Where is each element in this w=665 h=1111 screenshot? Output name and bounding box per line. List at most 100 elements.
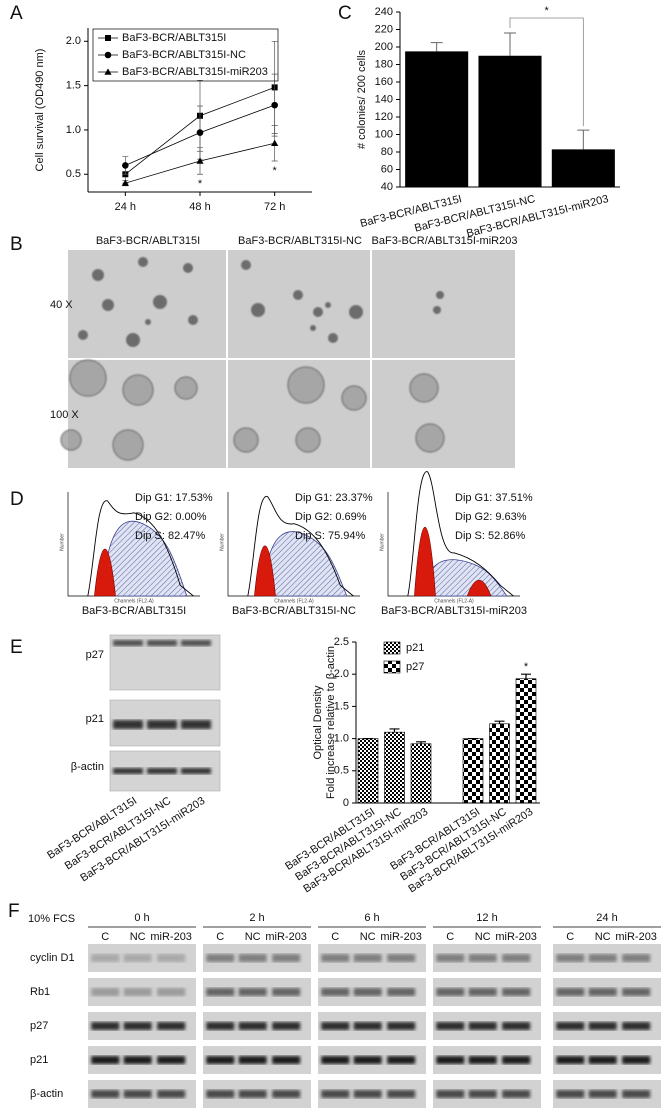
panel-label: B	[10, 234, 23, 255]
colony	[313, 307, 323, 317]
colony	[328, 333, 338, 343]
legend-marker	[104, 68, 112, 75]
significance-bracket	[509, 17, 584, 127]
column-label: BaF3-BCR/ABLT315I-NC	[238, 235, 362, 247]
error-bar	[416, 741, 426, 744]
blot-band	[157, 988, 186, 996]
colony	[287, 366, 325, 404]
panel-label: E	[10, 637, 23, 658]
blot-row-label: p21	[30, 1054, 48, 1066]
blot-band	[157, 1056, 186, 1064]
y-tick-label: 0.5	[334, 765, 349, 777]
blot-band	[272, 988, 301, 996]
bar	[462, 738, 484, 804]
blot-band	[556, 988, 585, 996]
blot-band	[123, 1056, 152, 1064]
blot-band	[387, 1090, 416, 1098]
blot-band	[147, 768, 177, 774]
lane-label: NC	[360, 931, 376, 943]
colony	[233, 427, 259, 453]
blot-band	[206, 988, 235, 996]
significance-mark: *	[273, 165, 278, 177]
blot-band	[353, 988, 382, 996]
colony	[92, 269, 104, 281]
colony	[102, 299, 114, 311]
y-tick-label: 1.5	[66, 80, 81, 92]
histogram-outline	[407, 471, 514, 597]
colony	[310, 325, 316, 331]
legend-swatch	[383, 660, 401, 674]
legend-box	[92, 28, 279, 82]
lane-label: miR-203	[495, 931, 537, 943]
blot-band	[468, 1090, 497, 1098]
marker	[122, 162, 129, 169]
blot-band	[113, 768, 143, 774]
blot-band	[468, 954, 497, 962]
blot-band	[622, 988, 651, 996]
blot-band	[502, 1056, 531, 1064]
x-tick-label: 72 h	[264, 201, 285, 213]
blot-band	[113, 640, 143, 646]
blot-band	[588, 1022, 617, 1030]
colony	[349, 305, 363, 319]
blot-row-label: p21	[86, 713, 104, 725]
colony	[126, 333, 140, 347]
blot-band	[502, 1022, 531, 1030]
colony	[415, 423, 445, 453]
blot-band	[272, 1022, 301, 1030]
blot-band	[123, 954, 152, 962]
phase-g1	[414, 526, 436, 597]
legend-marker	[104, 51, 112, 59]
y-tick-label: 220	[375, 23, 393, 35]
blot-band	[353, 954, 382, 962]
error-bar	[521, 673, 531, 679]
blot-band	[436, 1056, 465, 1064]
blot-band	[238, 1090, 267, 1098]
blot-band	[321, 954, 350, 962]
blot-band	[436, 954, 465, 962]
blot-band	[321, 988, 350, 996]
blot-band	[181, 720, 211, 729]
y-tick-label: 180	[375, 58, 393, 70]
bar	[478, 55, 542, 187]
y-tick-label: 140	[375, 93, 393, 105]
phase-stat: Dip S: 82.47%	[135, 530, 206, 542]
colony	[112, 429, 144, 461]
lane-label: C	[446, 931, 454, 943]
blot-band	[238, 988, 267, 996]
marker	[196, 129, 204, 136]
bar	[489, 723, 510, 804]
blot-band	[91, 954, 120, 962]
y-tick-label: 100	[375, 128, 393, 140]
blot-band	[206, 1022, 235, 1030]
condition-label: 10% FCS	[28, 913, 75, 925]
y-tick-label: 1.0	[334, 733, 349, 745]
blot-row-label: p27	[86, 649, 104, 661]
colony	[341, 385, 367, 411]
column-label: BaF3-BCR/ABLT315I-miR203	[372, 235, 518, 247]
colony	[78, 330, 88, 340]
row-label: 40 X	[50, 299, 73, 311]
blot-band	[468, 1056, 497, 1064]
error-bar	[504, 32, 516, 56]
legend-label: BaF3-BCR/ABLT315I-miR203	[122, 66, 268, 78]
bar	[357, 738, 379, 804]
blot-band	[123, 1090, 152, 1098]
column-label: BaF3-BCR/ABLT315I	[96, 235, 200, 247]
colony	[433, 306, 441, 314]
blot-band	[502, 1090, 531, 1098]
blot-band	[353, 1056, 382, 1064]
error-bar	[389, 728, 400, 733]
y-tick-label: 0.5	[66, 168, 81, 180]
bar	[410, 743, 432, 804]
y-axis-label: Fold increase relative to β-actin	[325, 646, 337, 799]
blot-band	[157, 1022, 186, 1030]
blot-band	[272, 1056, 301, 1064]
legend-label: BaF3-BCR/ABLT315I-NC	[122, 49, 246, 61]
blot-band	[588, 954, 617, 962]
blot-row-label: β-actin	[30, 1088, 63, 1100]
colony	[183, 263, 193, 273]
colony	[251, 303, 265, 317]
blot-band	[588, 1056, 617, 1064]
blot-band	[502, 988, 531, 996]
